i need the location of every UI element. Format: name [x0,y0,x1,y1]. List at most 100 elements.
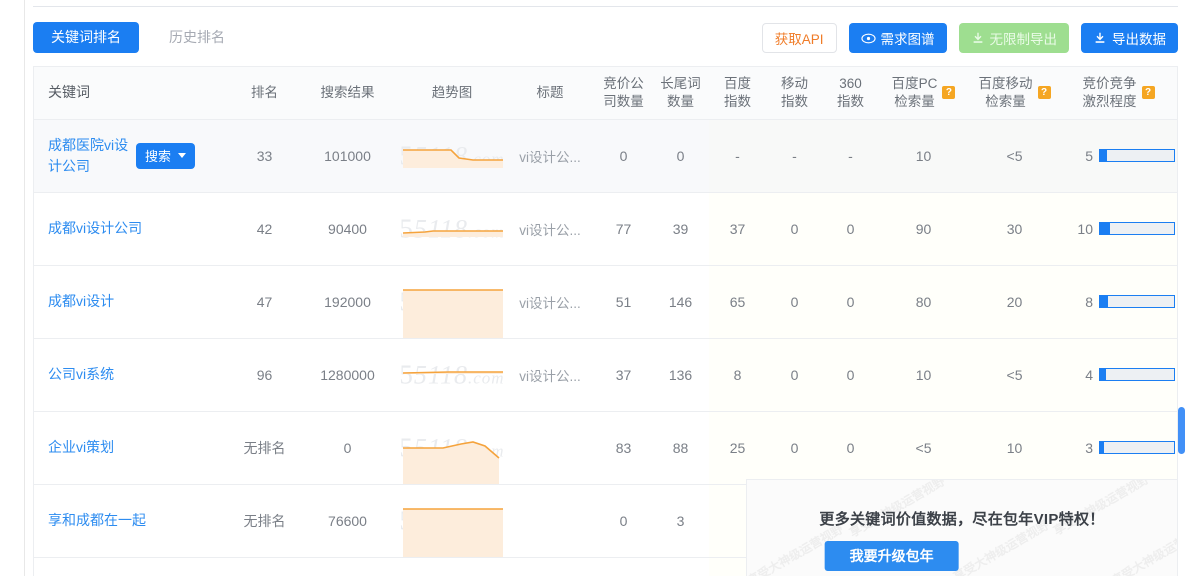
competition-bar-fill [1100,442,1104,453]
col-competition-line2: 激烈程度 [1082,93,1137,109]
cell-bid-companies: 37 [595,338,652,412]
cell-rank: 47 [233,265,296,339]
cell-trend[interactable]: 55118.com [399,484,505,558]
vip-message: 更多关键词价值数据，尽在包年VIP特权！ [819,511,1105,528]
download-icon [1093,31,1107,45]
col-baidu-mobile-volume[interactable]: 百度移动 检索量? [969,67,1060,120]
col-longtail-line1: 长尾词 [660,75,701,91]
table-row[interactable]: 成都医院vi设计公司搜索3310100055118.comvi设计公...00-… [34,119,1177,193]
watermark-5118: 55118.com [399,359,505,389]
col-competition[interactable]: 竞价竞争 激烈程度? [1060,67,1177,120]
col-title[interactable]: 标题 [505,67,595,120]
help-icon[interactable]: ? [942,86,956,100]
col-baidu-index-line2: 指数 [724,93,751,109]
tab-history-rank[interactable]: 历史排名 [169,29,225,45]
keyword-link[interactable]: 成都vi设计 [48,293,115,310]
keyword-table: 关键词 排名 搜索结果 趋势图 标题 竞价公 司数量 长尾词 数量 百度 指数 移动指… [34,67,1177,576]
unlimited-export-button[interactable]: 无限制导出 [958,23,1069,53]
unlimited-export-label: 无限制导出 [989,32,1058,47]
col-longtail[interactable]: 长尾词 数量 [652,67,709,120]
cell-keyword[interactable]: 成都vi设计公司 [34,192,233,266]
cell-mobile-index: 0 [766,411,823,485]
cell-longtail: 146 [652,265,709,339]
demand-graph-label: 需求图谱 [880,32,935,47]
cell-rank: 33 [233,119,296,193]
cell-keyword[interactable]: 宣传用品清单 [34,557,233,576]
upgrade-annual-button[interactable]: 我要升级包年 [824,541,959,571]
cell-keyword[interactable]: 公司vi系统 [34,338,233,412]
competition-meter: 5 [1060,148,1177,164]
search-dropdown-button[interactable]: 搜索 [136,142,196,169]
cell-rank: 96 [233,338,296,412]
cell-keyword[interactable]: 企业vi策划 [34,411,233,485]
cell-trend[interactable]: 55118.com [399,557,505,576]
col-bid-companies-line2: 司数量 [603,93,644,109]
table-row[interactable]: 公司vi系统 96 1280000 55118.com vi设计公... 37 136 8 0 0… [34,338,1177,412]
cell-trend[interactable]: 55118.com [399,192,505,266]
table-row[interactable]: 成都vi设计公司429040055118.comvi设计公...77393700… [34,192,1177,266]
col-results[interactable]: 搜索结果 [296,67,399,120]
keyword-link[interactable]: 成都医院vi设计公司 [48,137,129,174]
title-text: vi设计公... [519,149,581,165]
cell-title: vi设计公... [505,192,595,266]
trend-sparkline: 55118.com [399,120,505,192]
toolbar: 关键词排名 历史排名 获取API 需求图谱 [25,14,1187,62]
col-360-index[interactable]: 360 指数 [823,67,878,120]
cell-competition: 8 [1060,265,1177,339]
help-icon[interactable]: ? [1037,86,1051,100]
cell-title [505,411,595,485]
cell-trend[interactable]: 55118.com [399,411,505,485]
col-baidu-pc-volume[interactable]: 百度PC 检索量? [878,67,969,120]
vertical-scrollbar[interactable] [1175,0,1187,576]
col-keyword[interactable]: 关键词 [34,67,233,120]
tab-keyword-rank[interactable]: 关键词排名 [33,22,139,53]
get-api-button[interactable]: 获取API [761,23,837,53]
download-icon [971,31,985,45]
col-rank[interactable]: 排名 [233,67,296,120]
competition-value: 5 [1085,147,1093,164]
col-trend[interactable]: 趋势图 [399,67,505,120]
cell-baidu-mobile-volume: <5 [969,338,1060,412]
cell-rank: 42 [233,192,296,266]
chevron-down-icon [178,153,187,158]
demand-graph-button[interactable]: 需求图谱 [848,23,947,53]
cell-rank: 无排名 [233,484,296,558]
table-row[interactable]: 成都vi设计4719200055118.comvi设计公...511466500… [34,265,1177,339]
table-head: 关键词 排名 搜索结果 趋势图 标题 竞价公 司数量 长尾词 数量 百度 指数 移动指… [34,67,1177,120]
cell-mobile-index: - [766,119,823,193]
trend-sparkline: 55118.com [399,558,505,576]
col-bid-companies[interactable]: 竞价公 司数量 [595,67,652,120]
keyword-link[interactable]: 享和成都在一起 [48,512,146,529]
competition-meter: 8 [1060,294,1177,310]
export-data-button[interactable]: 导出数据 [1081,23,1178,53]
col-baidu-index[interactable]: 百度 指数 [709,67,766,120]
keyword-link[interactable]: 企业vi策划 [48,439,115,456]
col-mobile-index-line2: 指数 [781,93,808,109]
cell-360-index: - [823,119,878,193]
col-baidu-mobile-line1: 百度移动 [978,75,1033,91]
col-360-index-line1: 360 [839,75,862,91]
col-360-index-line2: 指数 [837,93,864,109]
cell-baidu-index: 25 [709,411,766,485]
cell-trend[interactable]: 55118.com [399,265,505,339]
cell-keyword[interactable]: 成都医院vi设计公司 搜索 [34,119,233,193]
scrollbar-thumb[interactable] [1178,407,1185,454]
cell-results: 192000 [296,265,399,339]
cell-trend[interactable]: 55118.com [399,338,505,412]
col-mobile-index[interactable]: 移动 指数 [766,67,823,120]
competition-bar-fill [1100,223,1110,234]
cell-bid-companies [595,557,652,576]
keyword-link[interactable]: 成都vi设计公司 [48,220,143,237]
competition-bar [1099,368,1175,381]
cell-baidu-mobile-volume: <5 [969,119,1060,193]
keyword-link[interactable]: 公司vi系统 [48,366,115,383]
cell-keyword[interactable]: 成都vi设计 [34,265,233,339]
help-icon[interactable]: ? [1141,86,1155,100]
trend-sparkline: 55118.com [399,193,505,265]
left-gutter [0,0,25,576]
export-data-label: 导出数据 [1112,32,1166,47]
cell-trend[interactable]: 55118.com [399,119,505,193]
title-text: vi设计公... [519,295,581,311]
cell-keyword[interactable]: 享和成都在一起 [34,484,233,558]
